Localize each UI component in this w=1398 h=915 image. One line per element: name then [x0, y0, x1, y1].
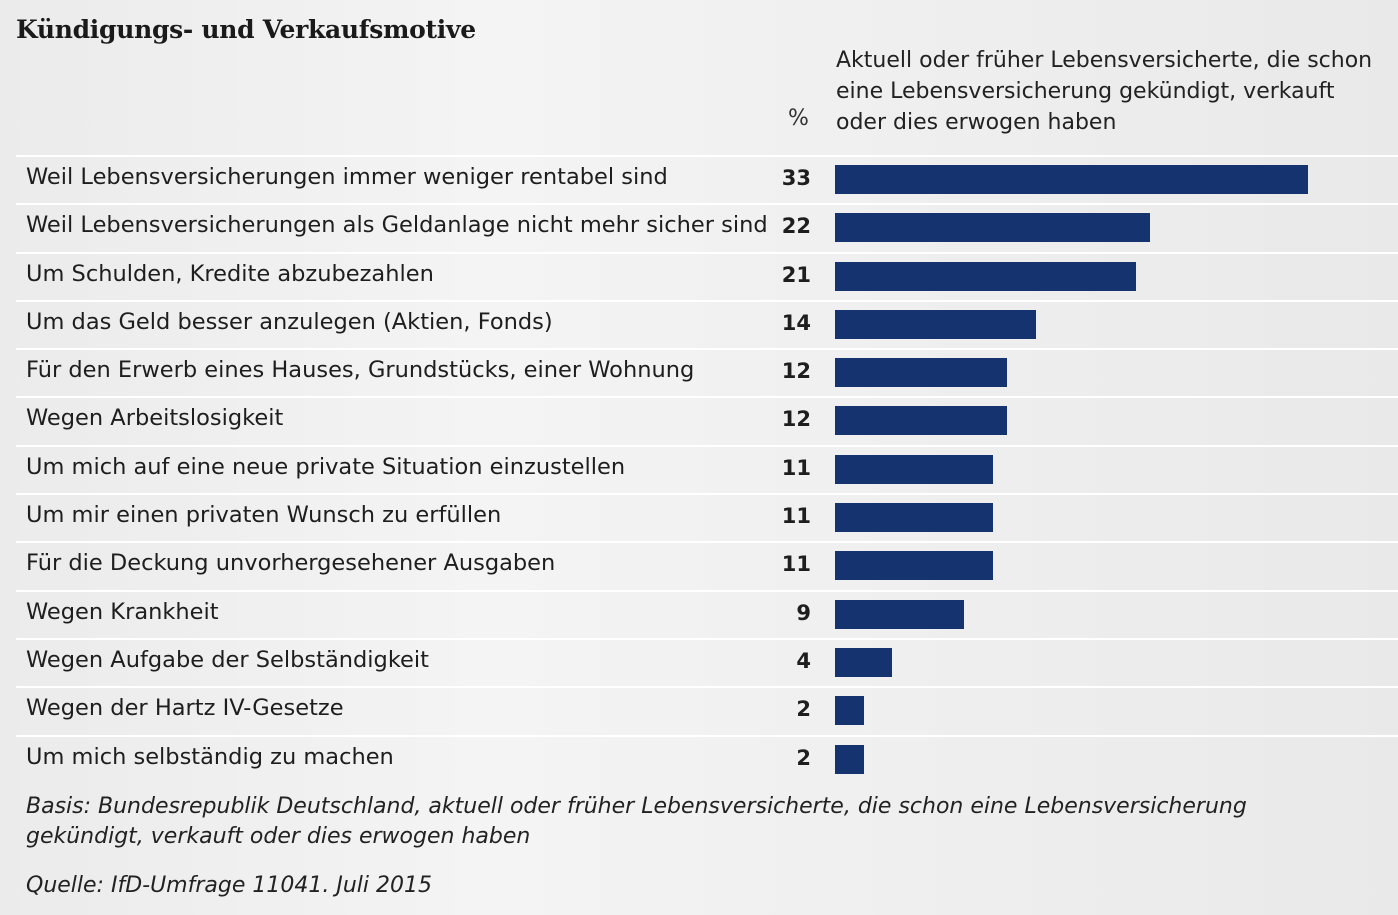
bar	[835, 744, 864, 774]
bar	[835, 309, 1036, 339]
data-label: 2	[796, 697, 811, 722]
chart-row: Wegen Arbeitslosigkeit 12	[16, 396, 1398, 444]
category-label: Wegen Aufgabe der Selbständigkeit	[26, 646, 429, 673]
percent-column-header: %	[788, 106, 809, 131]
category-label: Um mich auf eine neue private Situation …	[26, 453, 626, 480]
series-header: Aktuell oder früher Lebensversicherte, d…	[836, 48, 1373, 135]
bar	[835, 696, 864, 726]
category-label: Um Schulden, Kredite abzubezahlen	[26, 260, 434, 287]
chart-row: Um das Geld besser anzulegen (Aktien, Fo…	[16, 299, 1398, 348]
data-label: 2	[796, 745, 811, 770]
data-label: 11	[781, 504, 811, 529]
data-label: 4	[796, 648, 811, 673]
category-label: Für den Erwerb eines Hauses, Grundstücks…	[26, 357, 695, 384]
bar	[835, 213, 1151, 243]
data-label: 14	[781, 310, 811, 335]
chart-row: Um mich auf eine neue private Situation …	[16, 444, 1398, 493]
bar	[835, 551, 993, 581]
category-label: Wegen der Hartz IV-Gesetze	[26, 695, 344, 722]
chart-row: Wegen Krankheit 9	[16, 589, 1398, 638]
chart-row: Für den Erwerb eines Hauses, Grundstücks…	[16, 348, 1398, 396]
data-label: 12	[781, 359, 811, 384]
bar	[835, 406, 1007, 436]
category-label: Weil Lebensversicherungen als Geldanlage…	[26, 212, 768, 239]
data-label: 33	[781, 166, 811, 190]
bar	[835, 261, 1136, 291]
chart-title: Kündigungs- und Verkaufsmotive	[16, 15, 476, 44]
bar	[835, 599, 964, 629]
chart-row: Wegen Aufgabe der Selbständigkeit 4	[16, 637, 1398, 686]
category-label: Um das Geld besser anzulegen (Aktien, Fo…	[26, 308, 553, 335]
data-label: 21	[781, 262, 811, 287]
chart-row: Weil Lebensversicherungen immer weniger …	[16, 155, 1398, 203]
category-label: Um mir einen privaten Wunsch zu erfüllen	[26, 502, 502, 529]
footnote-basis: Basis: Bundesrepublik Deutschland, aktue…	[26, 794, 1247, 849]
chart-rows: Weil Lebensversicherungen immer weniger …	[16, 155, 1398, 783]
data-label: 22	[781, 214, 811, 239]
chart-row: Um Schulden, Kredite abzubezahlen 21	[16, 251, 1398, 300]
chart-row: Weil Lebensversicherungen als Geldanlage…	[16, 203, 1398, 251]
chart-row: Für die Deckung unvorhergesehener Ausgab…	[16, 541, 1398, 589]
footnote-source: Quelle: IfD-Umfrage 11041. Juli 2015	[26, 873, 432, 898]
data-label: 11	[781, 455, 811, 480]
category-label: Wegen Krankheit	[26, 598, 219, 625]
bar	[835, 165, 1308, 194]
chart-row: Um mich selbständig zu machen 2	[16, 734, 1398, 783]
bar	[835, 503, 993, 533]
category-label: Wegen Arbeitslosigkeit	[26, 405, 284, 432]
category-label: Um mich selbständig zu machen	[26, 743, 394, 770]
bar	[835, 454, 993, 484]
data-label: 11	[781, 552, 811, 577]
bar	[835, 647, 893, 677]
chart-row: Wegen der Hartz IV-Gesetze 2	[16, 686, 1398, 734]
bar	[835, 358, 1007, 388]
chart-row: Um mir einen privaten Wunsch zu erfüllen…	[16, 493, 1398, 541]
data-label: 12	[781, 407, 811, 432]
category-label: Für die Deckung unvorhergesehener Ausgab…	[26, 550, 556, 577]
category-label: Weil Lebensversicherungen immer weniger …	[26, 164, 668, 190]
data-label: 9	[796, 600, 811, 625]
